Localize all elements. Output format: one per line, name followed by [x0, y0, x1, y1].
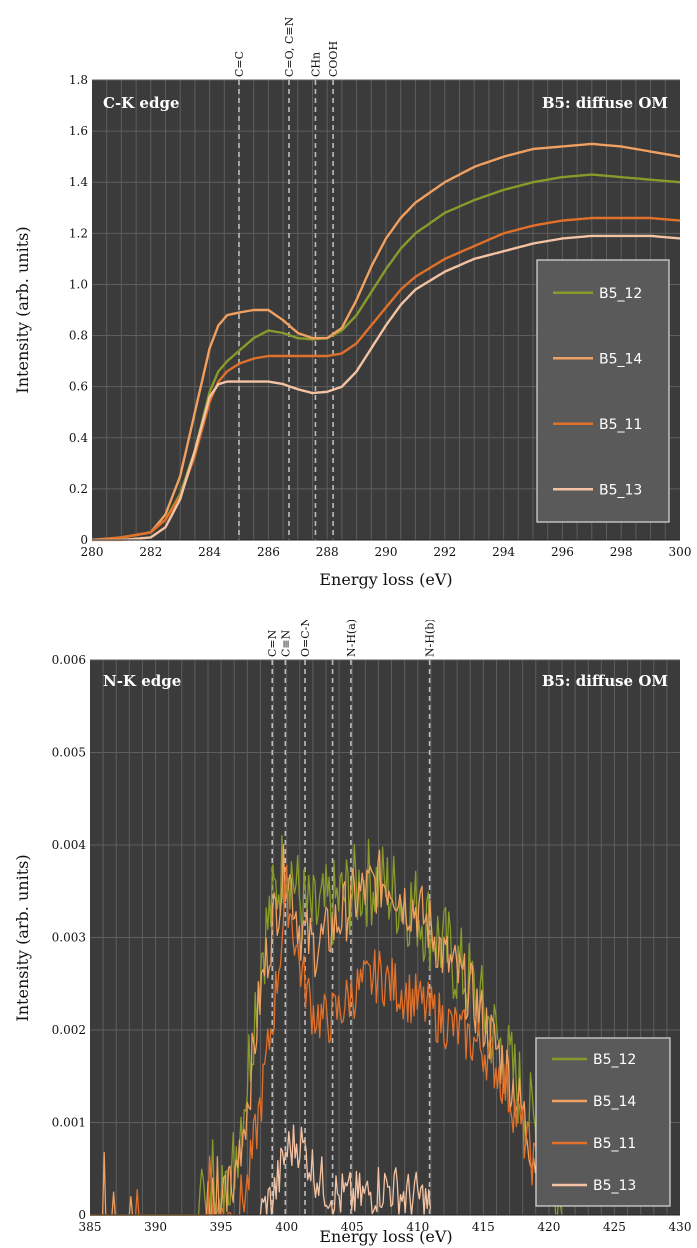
y-tick-label: 0: [78, 1208, 86, 1222]
y-tick-label: 0.004: [52, 838, 87, 852]
x-tick-label: 420: [537, 1220, 560, 1234]
x-tick-label: 395: [210, 1220, 233, 1234]
y-tick-label: 0.8: [69, 329, 88, 343]
panel-label: N-K edge: [103, 672, 181, 690]
panel-label: C-K edge: [103, 94, 180, 112]
x-tick-label: 405: [341, 1220, 364, 1234]
y-tick-label: 1.6: [69, 124, 88, 138]
marker-label: C=N: [266, 629, 279, 657]
x-tick-label: 296: [551, 545, 574, 559]
y-axis-label: Intensity (arb. units): [13, 226, 32, 393]
x-tick-label: 425: [603, 1220, 626, 1234]
series-lines: [90, 835, 680, 1216]
x-tick-label: 292: [433, 545, 456, 559]
y-tick-label: 0.6: [69, 380, 88, 394]
x-tick-label: 298: [610, 545, 633, 559]
x-tick-label: 410: [406, 1220, 429, 1234]
y-tick-label: 0.003: [52, 931, 86, 945]
legend-label: B5_13: [599, 482, 642, 498]
sample-label: B5: diffuse OM: [542, 94, 668, 112]
series-line-b5-13: [92, 234, 681, 542]
legend-label: B5_14: [599, 351, 642, 367]
marker-lines: [271, 660, 431, 1215]
marker-lines: [238, 80, 334, 540]
x-tick-label: 288: [316, 545, 339, 559]
marker-label: N-H(b): [424, 620, 437, 657]
y-tick-label: 0.001: [52, 1116, 86, 1130]
y-tick-label: 1.8: [69, 73, 88, 87]
x-tick-labels: 280 282 284 286 288 290 292 294 296 298 300: [81, 545, 692, 559]
legend: B5_12 B5_14 B5_11 B5_13: [535, 1037, 671, 1207]
x-tick-label: 294: [492, 545, 515, 559]
x-axis-label: Energy loss (eV): [319, 1227, 452, 1246]
x-tick-label: 282: [139, 545, 162, 559]
series-lines: [91, 142, 681, 542]
y-tick-label: 1.2: [69, 226, 88, 240]
marker-label: C≡N: [279, 629, 292, 657]
marker-label: C=C: [233, 51, 246, 77]
series-line-b5-14: [91, 142, 681, 542]
y-tick-labels: 0 0.001 0.002 0.003 0.004 0.005 0.006: [52, 653, 87, 1222]
x-tick-label: 400: [275, 1220, 298, 1234]
legend-label: B5_11: [593, 1136, 636, 1152]
marker-label: C=O, C≡N: [283, 16, 296, 77]
y-axis-label: Intensity (arb. units): [13, 854, 32, 1021]
y-tick-label: 0.4: [69, 431, 88, 445]
marker-label: CHn: [309, 52, 322, 77]
x-tick-label: 286: [257, 545, 280, 559]
y-tick-label: 0.006: [52, 653, 86, 667]
y-tick-label: 1.0: [69, 277, 88, 291]
y-tick-label: 0.005: [52, 746, 86, 760]
legend-box: [536, 259, 670, 523]
legend-label: B5_11: [599, 417, 642, 433]
marker-label: N-H(a): [345, 620, 358, 657]
sample-label: B5: diffuse OM: [542, 672, 668, 690]
marker-labels: C=C C=O, C≡N CHn COOH: [233, 16, 340, 77]
c-k-edge-chart: 280 282 284 286 288 290 292 294 296 298 300 0 0.2 0.…: [13, 16, 692, 589]
y-tick-label: 0.002: [52, 1023, 86, 1037]
x-tick-labels: 385 390 395 400 405 410 415 420 425 430: [79, 1220, 692, 1234]
y-tick-labels: 0 0.2 0.4 0.6 0.8 1.0 1.2 1.4 1.6 1.8: [69, 73, 88, 547]
y-tick-label: 1.4: [69, 175, 88, 189]
x-tick-label: 415: [472, 1220, 495, 1234]
x-tick-label: 284: [198, 545, 221, 559]
grid: [90, 659, 680, 1216]
marker-label: COOH: [327, 41, 340, 77]
legend-label: B5_12: [593, 1052, 636, 1068]
legend-label: B5_14: [593, 1094, 636, 1110]
x-tick-label: 290: [375, 545, 398, 559]
n-k-edge-chart: 385 390 395 400 405 410 415 420 425 430 0 0.001 0.0…: [13, 620, 692, 1246]
y-tick-label: 0.2: [69, 482, 88, 496]
marker-labels: C=N C≡N O=C-N N-H(a) N-H(b): [266, 620, 436, 657]
marker-label: O=C-N: [299, 620, 312, 657]
x-axis-label: Energy loss (eV): [319, 570, 452, 589]
series-line-b5-13: [259, 1124, 432, 1216]
x-tick-label: 280: [81, 545, 104, 559]
legend-box: [535, 1037, 671, 1207]
legend: B5_12 B5_14 B5_11 B5_13: [536, 259, 670, 523]
y-tick-label: 0: [80, 533, 88, 547]
x-tick-label: 430: [669, 1220, 692, 1234]
legend-label: B5_13: [593, 1178, 636, 1194]
x-tick-label: 300: [669, 545, 692, 559]
legend-label: B5_12: [599, 286, 642, 302]
x-tick-label: 390: [144, 1220, 167, 1234]
x-tick-label: 385: [79, 1220, 102, 1234]
